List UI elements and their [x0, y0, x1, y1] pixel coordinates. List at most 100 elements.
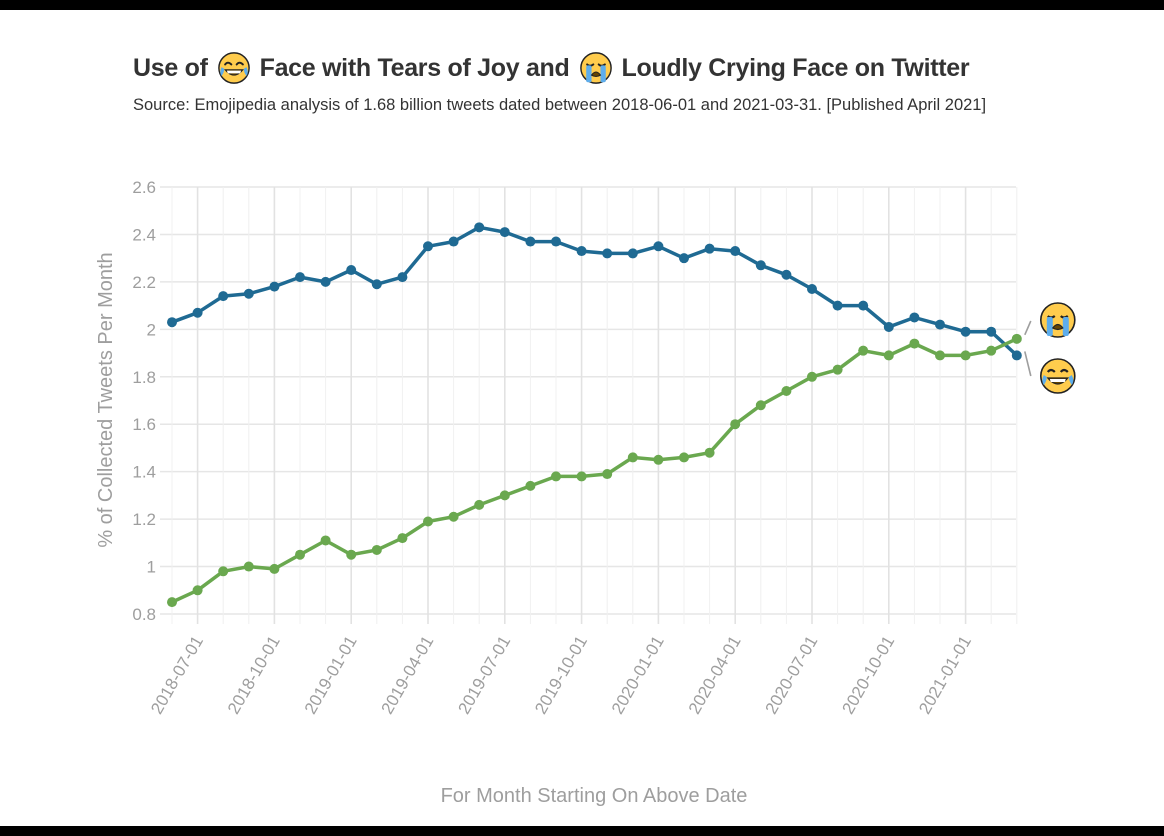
x-tick-label: 2020-04-01 [685, 633, 745, 718]
y-tick-label: 1.4 [132, 463, 156, 482]
series-lines [171, 225, 1018, 604]
data-point [243, 561, 254, 572]
series-line [171, 225, 1018, 357]
data-point [1011, 333, 1022, 344]
data-point [423, 516, 433, 527]
y-tick-label: 1 [147, 558, 156, 577]
y-tick-label: 1.8 [132, 368, 156, 387]
series-points [167, 222, 1022, 608]
x-tick-label: 2021-01-01 [915, 633, 975, 718]
data-point [627, 452, 638, 463]
end-annotations [1024, 302, 1076, 394]
data-point [295, 549, 305, 560]
data-point [218, 291, 229, 302]
data-point [858, 345, 869, 356]
y-axis-ticks: 0.8 1 1.2 1.4 1.6 1.8 2 2.2 2.4 2.6 [132, 178, 156, 624]
data-point [448, 511, 459, 522]
data-point [832, 300, 843, 311]
title-suffix: Loudly Crying Face on Twitter [621, 53, 970, 82]
data-point [371, 279, 382, 290]
data-point [986, 326, 997, 337]
y-axis-title: % of Collected Tweets Per Month [95, 252, 117, 547]
data-point [499, 227, 510, 238]
leader-line [1024, 320, 1032, 336]
data-point [653, 454, 664, 465]
data-point [704, 243, 715, 254]
x-tick-label: 2018-10-01 [224, 633, 284, 718]
data-point [167, 317, 177, 328]
data-point [909, 312, 920, 323]
loudly-crying-icon [579, 52, 612, 84]
data-point [448, 236, 459, 247]
data-point [346, 265, 357, 276]
title-prefix: Use of [133, 53, 208, 82]
data-point [704, 447, 715, 458]
data-point [960, 326, 971, 337]
data-point [551, 471, 561, 482]
data-point [551, 236, 561, 247]
data-point [883, 321, 894, 332]
title-middle: Face with Tears of Joy and [259, 53, 570, 82]
data-point [269, 563, 280, 574]
x-tick-label: 2019-10-01 [531, 633, 591, 718]
data-point [499, 490, 510, 501]
data-point [909, 338, 920, 349]
data-point [192, 307, 203, 318]
data-point [627, 248, 638, 259]
data-point [397, 272, 408, 283]
y-tick-label: 1.2 [132, 510, 156, 529]
y-tick-label: 1.6 [132, 415, 156, 434]
data-point [781, 269, 792, 280]
data-point [269, 281, 280, 292]
data-point [986, 345, 997, 356]
data-point [807, 371, 817, 382]
data-point [346, 549, 357, 560]
data-point [730, 419, 741, 430]
x-tick-label: 2019-01-01 [301, 633, 361, 718]
data-point [858, 300, 869, 311]
data-point [320, 276, 331, 287]
chart-title: Use of Face with Tears of Joy and Loudly… [133, 52, 970, 84]
data-point [525, 236, 536, 247]
data-point [935, 350, 945, 361]
data-point [781, 386, 792, 397]
data-point [474, 499, 485, 510]
data-point [755, 260, 766, 271]
data-point [832, 364, 843, 375]
data-point [653, 241, 664, 252]
data-point [423, 241, 433, 252]
x-axis-title: For Month Starting On Above Date [441, 785, 748, 807]
y-tick-label: 2.4 [132, 225, 156, 244]
x-tick-label: 2020-01-01 [608, 633, 668, 718]
data-point [730, 246, 741, 257]
x-tick-label: 2020-10-01 [838, 633, 898, 718]
data-point [397, 533, 408, 544]
data-point [807, 284, 817, 295]
data-point [192, 585, 203, 596]
y-tick-label: 2 [147, 320, 156, 339]
x-tick-label: 2018-07-01 [147, 633, 207, 718]
tears-of-joy-icon [1040, 358, 1076, 394]
y-tick-label: 0.8 [132, 605, 156, 624]
data-point [602, 248, 613, 259]
leader-line [1024, 351, 1032, 377]
data-point [474, 222, 485, 233]
x-tick-label: 2019-07-01 [454, 633, 514, 718]
data-point [602, 469, 613, 480]
x-tick-label: 2020-07-01 [762, 633, 822, 718]
tears-of-joy-icon [217, 52, 250, 84]
y-tick-label: 2.6 [132, 178, 156, 197]
chart-subtitle: Source: Emojipedia analysis of 1.68 bill… [133, 96, 987, 114]
data-point [218, 566, 229, 577]
data-point [935, 319, 945, 330]
data-point [1011, 350, 1022, 361]
data-point [960, 350, 971, 361]
data-point [576, 471, 587, 482]
data-point [243, 288, 254, 299]
x-tick-label: 2019-04-01 [378, 633, 438, 718]
data-point [525, 480, 536, 491]
loudly-crying-icon [1040, 302, 1076, 338]
data-point [883, 350, 894, 361]
y-tick-label: 2.2 [132, 273, 156, 292]
